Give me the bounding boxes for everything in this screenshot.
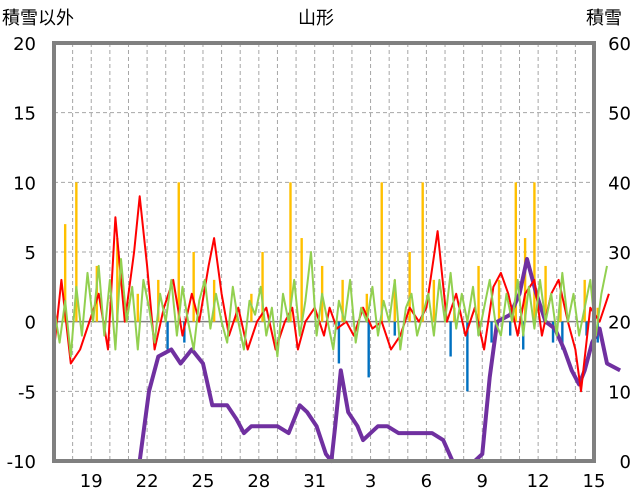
data-bar: [192, 252, 195, 322]
data-bar: [449, 321, 452, 357]
left-axis-title: 積雪以外: [2, 8, 74, 29]
chart-title: 山形: [298, 8, 334, 29]
left-tick-label: 15: [13, 104, 36, 125]
x-tick-label: 22: [136, 471, 159, 492]
data-bar: [157, 279, 160, 322]
data-bar: [561, 321, 564, 350]
data-bar: [533, 182, 536, 322]
data-bar: [289, 182, 292, 322]
data-bar: [544, 265, 547, 322]
data-bar: [337, 321, 341, 364]
x-tick-label: 19: [80, 471, 103, 492]
right-tick-label: 60: [608, 34, 631, 55]
data-bar: [523, 238, 527, 322]
right-tick-label: 10: [608, 382, 631, 403]
x-tick-label: 9: [477, 471, 488, 492]
grid: [53, 43, 595, 461]
left-tick-label: 5: [25, 243, 36, 264]
data-bar: [497, 279, 501, 322]
data-line: [53, 251, 608, 358]
data-bar: [490, 321, 493, 343]
x-tick-label: 12: [527, 471, 550, 492]
data-bar: [432, 279, 436, 322]
right-tick-label: 50: [608, 104, 631, 125]
snow-depth-line: [54, 257, 622, 463]
data-bar: [509, 321, 512, 336]
data-bar: [63, 224, 67, 322]
data-bar: [551, 321, 555, 343]
right-tick-label: 20: [608, 313, 631, 334]
left-tick-label: 10: [13, 173, 36, 194]
right-tick-label: 40: [608, 173, 631, 194]
data-bar: [341, 279, 344, 322]
x-axis: 19 22 25 28 31 3 6 9 12 15: [80, 471, 606, 492]
right-tick-label: 0: [620, 452, 631, 473]
data-bar: [367, 321, 370, 378]
right-tick-label: 30: [608, 243, 631, 264]
right-axis-title: 積雪: [586, 8, 622, 29]
data-bar: [421, 182, 424, 322]
data-bar: [166, 321, 169, 350]
data-bar: [583, 279, 586, 322]
x-tick-label: 31: [303, 471, 326, 492]
data-bar: [261, 252, 264, 322]
left-axis: -10 -5 0 5 10 15 20: [7, 34, 36, 473]
data-bar: [116, 238, 119, 322]
data-bar: [177, 182, 180, 322]
x-tick-label: 3: [365, 471, 376, 492]
left-tick-label: -5: [18, 382, 36, 403]
data-bar: [75, 182, 78, 322]
data-bar: [559, 293, 562, 322]
data-bar: [300, 238, 303, 322]
data-bar: [365, 293, 369, 322]
x-tick-label: 25: [192, 471, 215, 492]
data-bar: [380, 182, 383, 322]
left-tick-label: 20: [13, 34, 36, 55]
data-bar: [393, 279, 396, 322]
data-bar: [514, 182, 517, 322]
x-tick-label: 28: [247, 471, 270, 492]
line-series: [53, 195, 622, 463]
data-bar: [136, 293, 139, 322]
data-bar: [466, 321, 469, 392]
data-bar: [408, 252, 411, 322]
x-tick-label: 15: [583, 471, 606, 492]
data-bar: [477, 265, 480, 322]
plot-frame: [52, 41, 596, 463]
x-tick-label: 6: [421, 471, 432, 492]
left-tick-label: -10: [7, 452, 36, 473]
left-tick-label: 0: [25, 313, 36, 334]
data-bar: [183, 321, 186, 343]
data-bar: [393, 321, 396, 336]
right-axis: 0 10 20 30 40 50 60: [608, 34, 631, 473]
data-bar: [585, 321, 588, 336]
